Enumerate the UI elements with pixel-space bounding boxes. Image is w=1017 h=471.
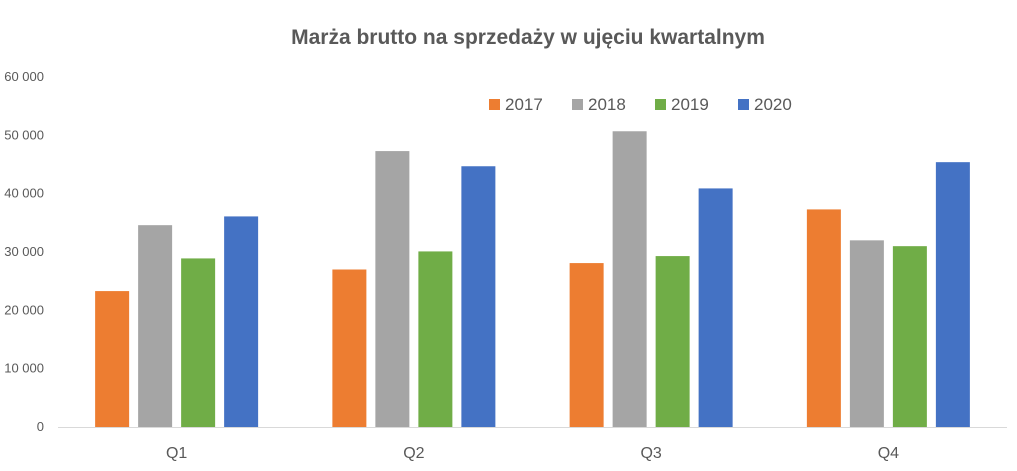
bar-2020-q2 [461,166,496,427]
bar-2020-q3 [698,188,733,427]
legend-label: 2020 [754,95,792,114]
bar-2017-q4 [806,209,841,427]
y-tick-label: 10 000 [4,361,44,376]
bar-2019-q3 [655,256,690,427]
bar-2019-q1 [181,258,216,427]
legend-label: 2017 [505,95,543,114]
legend-swatch-2020 [738,99,749,110]
y-tick-label: 40 000 [4,186,44,201]
bar-2018-q3 [612,131,647,427]
legend-swatch-2018 [572,99,583,110]
legend-swatch-2019 [655,99,666,110]
bar-2020-q1 [224,216,259,427]
legend-label: 2019 [671,95,709,114]
x-tick-label: Q1 [166,445,187,462]
y-tick-label: 20 000 [4,302,44,317]
bar-2017-q1 [95,291,130,427]
y-tick-label: 0 [37,419,44,434]
x-tick-label: Q3 [640,445,661,462]
y-tick-label: 60 000 [4,69,44,84]
y-tick-label: 30 000 [4,244,44,259]
bar-2018-q2 [375,151,410,428]
bar-2018-q1 [138,225,173,427]
x-axis: Q1 Q2 Q3 Q4 [58,427,1007,462]
bar-2018-q4 [849,240,884,427]
legend-label: 2018 [588,95,626,114]
chart-title: Marża brutto na sprzedaży w ujęciu kwart… [291,26,765,49]
x-tick-label: Q4 [878,445,899,462]
bar-2020-q4 [935,162,970,427]
legend: 2017 2018 2019 2020 [489,95,792,114]
legend-swatch-2017 [489,99,500,110]
bar-2017-q3 [569,263,604,427]
y-axis: 0 10 000 20 000 30 000 40 000 50 000 60 000 [4,69,44,434]
x-tick-label: Q2 [403,445,424,462]
bars-group [95,131,970,428]
bar-2019-q4 [892,246,927,427]
y-tick-label: 50 000 [4,127,44,142]
bar-2017-q2 [332,269,367,427]
bar-2019-q2 [418,251,453,427]
